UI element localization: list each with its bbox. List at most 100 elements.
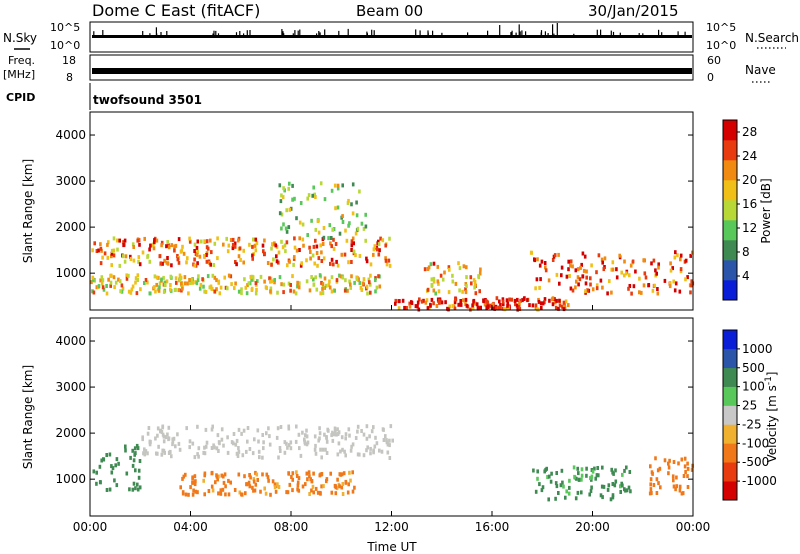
heatmap-cell [299, 453, 303, 458]
heatmap-cell [217, 491, 220, 496]
heatmap-cell [386, 450, 390, 455]
heatmap-cell [675, 484, 679, 489]
heatmap-cell [534, 286, 537, 291]
heatmap-cell [124, 448, 127, 453]
heatmap-cell [287, 424, 290, 429]
heatmap-cell [197, 274, 200, 279]
heatmap-cell [179, 485, 182, 490]
heatmap-cell [385, 262, 389, 267]
heatmap-cell [287, 225, 291, 230]
heatmap-cell [142, 451, 145, 456]
heatmap-cell [461, 289, 464, 294]
heatmap-cell [382, 438, 386, 442]
heatmap-cell [351, 470, 354, 475]
heatmap-cell [322, 256, 326, 261]
heatmap-cell [298, 236, 301, 241]
heatmap-cell [254, 291, 258, 296]
heatmap-cell [296, 483, 300, 488]
sky-label: N.Sky [3, 31, 37, 45]
heatmap-cell [365, 436, 369, 441]
heatmap-cell [198, 286, 202, 291]
heatmap-cell [270, 246, 273, 251]
heatmap-cell [138, 485, 142, 490]
heatmap-cell [193, 263, 197, 268]
heatmap-cell [595, 270, 598, 275]
heatmap-cell [422, 298, 425, 303]
power-colorbar-label: Power [dB] [759, 178, 773, 243]
heatmap-cell [475, 302, 479, 307]
heatmap-cell [119, 289, 122, 294]
heatmap-cell [217, 449, 220, 453]
heatmap-cell [203, 239, 206, 244]
sky-noise-trace [92, 23, 692, 38]
sky-noise-panel: N.Sky 10^5 10^0 10^5 10^0 N.Search [3, 21, 799, 53]
heatmap-cell [110, 263, 113, 268]
colorbar-segment [723, 160, 737, 181]
heatmap-cell [250, 277, 253, 282]
heatmap-cell [169, 274, 173, 279]
heatmap-cell [369, 273, 372, 278]
heatmap-cell [297, 432, 301, 437]
heatmap-cell [222, 242, 225, 247]
heatmap-cell [299, 263, 303, 268]
heatmap-cell [238, 246, 242, 251]
heatmap-cell [649, 482, 652, 487]
heatmap-cell [99, 480, 102, 485]
heatmap-cell [642, 258, 645, 263]
heatmap-cell [416, 304, 419, 309]
heatmap-cell [191, 476, 194, 481]
heatmap-cell [647, 283, 651, 287]
heatmap-cell [362, 432, 366, 437]
heatmap-cell [304, 482, 307, 487]
heatmap-cell [216, 236, 219, 241]
heatmap-cell [237, 472, 241, 477]
heatmap-cell [590, 474, 594, 479]
heatmap-cell [550, 471, 553, 476]
heatmap-cell [667, 465, 671, 470]
heatmap-cell [124, 254, 128, 259]
heatmap-cell [478, 271, 482, 276]
heatmap-cell [105, 488, 109, 492]
heatmap-cell [453, 306, 457, 311]
heatmap-cell [176, 254, 179, 258]
heatmap-cell [320, 455, 323, 460]
heatmap-cell [624, 488, 627, 493]
heatmap-cell [671, 266, 674, 271]
heatmap-cell [130, 287, 134, 292]
heatmap-cell [472, 299, 475, 304]
heatmap-cell [551, 258, 555, 262]
heatmap-cell [535, 277, 539, 282]
colorbar-tick-label: 12 [742, 221, 757, 235]
heatmap-cell [351, 236, 355, 241]
heatmap-cell [382, 427, 385, 432]
colorbar-tick-label: 1000 [742, 342, 773, 356]
heatmap-cell [606, 487, 610, 492]
heatmap-cell [291, 183, 294, 188]
heatmap-cell [314, 486, 318, 491]
heatmap-cell [518, 307, 522, 311]
heatmap-cell [174, 287, 177, 292]
heatmap-cell [603, 265, 606, 269]
heatmap-cell [485, 305, 488, 310]
heatmap-cell [631, 259, 635, 264]
heatmap-cell [658, 466, 662, 471]
heatmap-cell [620, 270, 623, 275]
heatmap-cell [308, 245, 311, 250]
heatmap-cell [634, 269, 637, 274]
heatmap-cell [237, 427, 241, 432]
heatmap-cell [184, 492, 188, 497]
heatmap-cell [284, 226, 288, 231]
heatmap-cell [677, 461, 680, 466]
heatmap-cell [366, 291, 369, 296]
heatmap-cell [98, 464, 102, 469]
heatmap-cell [628, 284, 632, 288]
heatmap-cell [341, 183, 344, 188]
heatmap-cell [269, 492, 272, 497]
nave-tick-top: 60 [707, 54, 721, 67]
heatmap-cell [162, 448, 166, 453]
heatmap-cell [428, 305, 431, 310]
heatmap-cell [561, 480, 564, 485]
sky-tick-top: 10^5 [50, 21, 80, 34]
heatmap-cell [167, 436, 171, 441]
y-tick-label: 3000 [55, 174, 86, 188]
